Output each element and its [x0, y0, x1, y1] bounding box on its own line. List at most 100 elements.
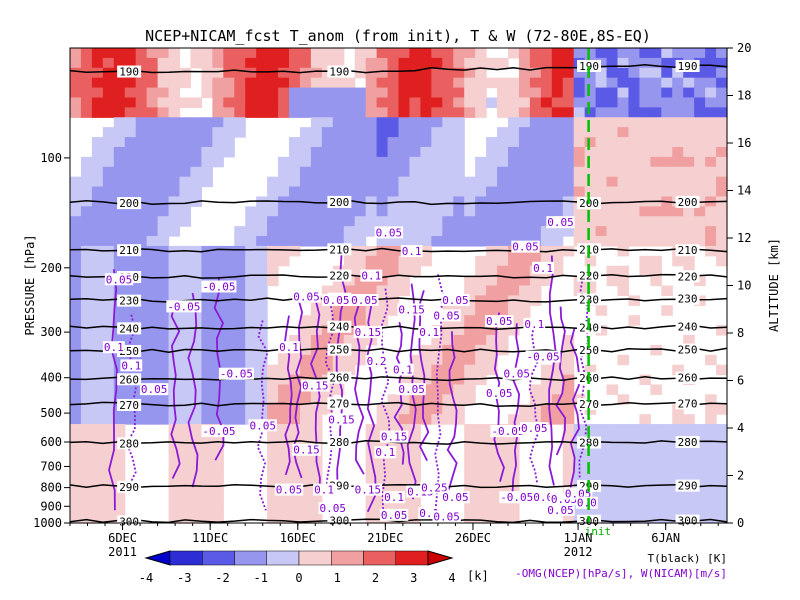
- heatmap-cell: [267, 226, 279, 237]
- heatmap-cell: [201, 453, 213, 465]
- temperature-contour-label: 290: [678, 480, 698, 493]
- heatmap-cell: [321, 137, 334, 148]
- heatmap-cell: [168, 275, 181, 287]
- heatmap-cell: [310, 236, 323, 247]
- heatmap-cell: [146, 325, 159, 336]
- heatmap-cell: [562, 433, 575, 445]
- heatmap-cell: [661, 503, 673, 514]
- w-contour-label: 0.05: [512, 241, 539, 254]
- heatmap-cell: [289, 87, 301, 99]
- heatmap-cell: [299, 483, 312, 494]
- heatmap-cell: [551, 384, 564, 395]
- heatmap-cell: [376, 107, 389, 118]
- heatmap-cell: [617, 186, 630, 198]
- heatmap-cell: [508, 513, 520, 524]
- heatmap-cell: [508, 206, 520, 217]
- heatmap-cell: [617, 206, 630, 217]
- heatmap-cell: [398, 414, 411, 425]
- heatmap-cell: [70, 245, 82, 257]
- heatmap-cell: [453, 325, 465, 336]
- heatmap-cell: [540, 206, 553, 217]
- heatmap-cell: [321, 176, 334, 188]
- heatmap-cell: [201, 483, 213, 494]
- heatmap-cell: [683, 473, 695, 485]
- heatmap-cell: [672, 48, 684, 59]
- heatmap-cell: [409, 156, 421, 168]
- colorbar-tick-label: 0: [295, 571, 302, 585]
- heatmap-cell: [278, 255, 290, 267]
- heatmap-cell: [497, 453, 509, 465]
- heatmap-cell: [321, 364, 334, 376]
- heatmap-cell: [332, 137, 345, 148]
- heatmap-cell: [289, 414, 301, 425]
- heatmap-cell: [80, 414, 93, 425]
- heatmap-cell: [256, 226, 268, 237]
- heatmap-cell: [497, 107, 509, 118]
- heatmap-cell: [584, 236, 597, 247]
- heatmap-cell: [431, 137, 443, 148]
- heatmap-cell: [650, 166, 662, 178]
- heatmap-cell: [201, 354, 213, 366]
- heatmap-cell: [518, 77, 531, 89]
- heatmap-cell: [628, 186, 640, 198]
- heatmap-cell: [234, 334, 246, 346]
- heatmap-cell: [179, 255, 192, 267]
- heatmap-cell: [606, 513, 619, 524]
- heatmap-cell: [442, 236, 454, 247]
- temperature-contour-label-bg: [117, 322, 142, 335]
- heatmap-cell: [584, 216, 597, 227]
- w-contour-label: -0.05: [526, 351, 559, 364]
- heatmap-cell: [146, 107, 159, 118]
- heatmap-cell: [551, 146, 564, 158]
- heatmap-cell: [508, 305, 520, 316]
- temperature-contour-label: 250: [678, 344, 698, 357]
- heatmap-cell: [299, 77, 312, 89]
- temperature-contour-label: 260: [678, 372, 698, 385]
- heatmap-cell: [91, 226, 104, 237]
- heatmap-cell: [102, 107, 115, 118]
- heatmap-cell: [628, 137, 640, 148]
- heatmap-cell: [639, 443, 651, 455]
- heatmap-cell: [650, 87, 662, 99]
- heatmap-cell: [639, 503, 651, 514]
- heatmap-cell: [486, 77, 498, 89]
- heatmap-cell: [354, 186, 367, 198]
- altitude-tick-label: 10: [737, 279, 751, 293]
- heatmap-cell: [694, 97, 706, 108]
- heatmap-cell: [551, 364, 564, 376]
- heatmap-cell: [190, 156, 202, 168]
- w-contour-line: [528, 322, 541, 485]
- heatmap-cell: [683, 186, 695, 198]
- heatmap-cell: [661, 77, 673, 89]
- heatmap-cell: [716, 156, 728, 168]
- heatmap-cell: [256, 305, 268, 316]
- heatmap-cell: [135, 57, 148, 69]
- heatmap-cell: [190, 503, 202, 514]
- heatmap-cell: [310, 48, 323, 59]
- heatmap-cell: [694, 424, 706, 435]
- heatmap-cell: [464, 473, 476, 485]
- heatmap-cell: [157, 404, 170, 415]
- heatmap-cell: [245, 67, 257, 79]
- heatmap-cell: [551, 236, 564, 247]
- heatmap-cell: [278, 513, 290, 524]
- heatmap-cell: [606, 57, 619, 69]
- heatmap-cell: [376, 404, 389, 415]
- w-contour-line: [108, 269, 118, 511]
- heatmap-cell: [464, 216, 476, 227]
- heatmap-cell: [431, 226, 443, 237]
- heatmap-cell: [135, 236, 148, 247]
- heatmap-cell: [595, 433, 608, 445]
- temperature-contour-label-bg: [117, 437, 142, 450]
- heatmap-cell: [464, 275, 476, 287]
- heatmap-cell: [508, 146, 520, 158]
- heatmap-cell: [289, 156, 301, 168]
- heatmap-cell: [168, 137, 181, 148]
- heatmap-cell: [102, 334, 115, 346]
- heatmap-cell: [310, 226, 323, 237]
- heatmap-cell: [245, 315, 257, 326]
- heatmap-cell: [595, 127, 608, 138]
- heatmap-cell: [716, 424, 728, 435]
- heatmap-cell: [157, 77, 170, 89]
- heatmap-cell: [518, 226, 531, 237]
